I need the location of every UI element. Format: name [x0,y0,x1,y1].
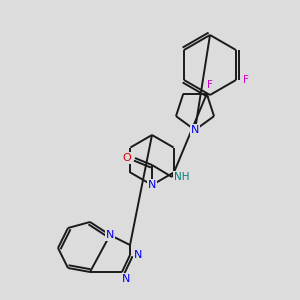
Text: F: F [243,75,249,85]
Text: N: N [148,180,156,190]
Text: NH: NH [174,172,190,182]
Text: N: N [122,274,130,284]
Text: F: F [207,80,213,90]
Text: N: N [106,230,114,240]
Text: N: N [134,250,142,260]
Text: O: O [123,153,131,163]
Text: N: N [191,125,199,135]
